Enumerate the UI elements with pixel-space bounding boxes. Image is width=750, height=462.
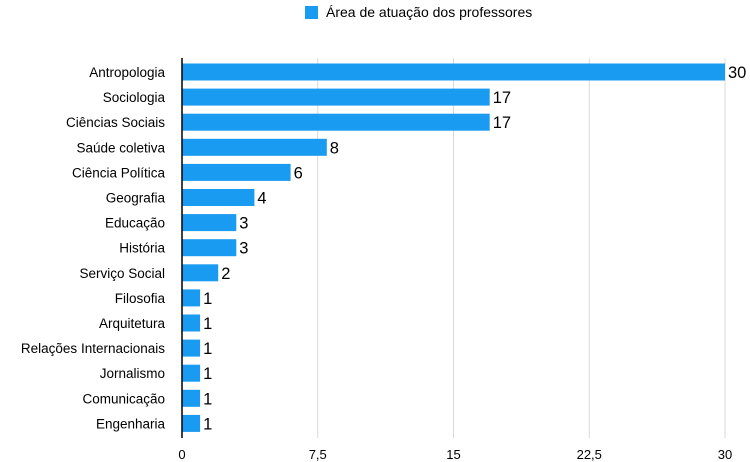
category-label: Jornalismo [100, 366, 165, 381]
data-label: 1 [203, 340, 212, 358]
data-label: 3 [239, 215, 248, 233]
x-tick-label: 0 [178, 447, 185, 462]
bar [182, 63, 725, 81]
data-label: 6 [294, 164, 303, 182]
bar [182, 339, 201, 357]
x-tick-label: 30 [718, 447, 732, 462]
legend-label: Área de atuação dos professores [326, 4, 533, 20]
category-label: Ciência Política [72, 165, 166, 180]
bar [182, 239, 237, 257]
x-tick-label: 22,5 [577, 447, 602, 462]
bar [182, 214, 237, 232]
category-label: Antropologia [89, 65, 165, 80]
bar [182, 189, 255, 206]
category-label: Sociologia [103, 90, 166, 105]
data-label: 2 [221, 265, 230, 283]
data-label: 30 [728, 64, 746, 82]
bar [182, 314, 201, 332]
category-label: Comunicação [82, 391, 165, 406]
data-label: 3 [239, 240, 248, 258]
data-label: 4 [257, 190, 266, 208]
bar [182, 289, 201, 307]
bar [182, 163, 291, 181]
data-label: 8 [330, 139, 339, 157]
bar [182, 389, 201, 407]
bar [182, 138, 327, 156]
data-label: 1 [203, 290, 212, 308]
data-label: 1 [203, 315, 212, 333]
bar [182, 113, 490, 131]
bar [182, 364, 201, 382]
category-label: Educação [105, 216, 165, 231]
category-label: Saúde coletiva [76, 140, 165, 155]
category-label: Relações Internacionais [21, 341, 165, 356]
category-label: Serviço Social [79, 266, 165, 281]
x-tick-label: 15 [446, 447, 460, 462]
bar [182, 414, 201, 432]
bar [182, 88, 490, 106]
category-label: Engenharia [96, 416, 166, 431]
data-label: 17 [493, 89, 511, 107]
legend: Área de atuação dos professores [305, 3, 532, 21]
category-label: Ciências Sociais [66, 115, 165, 130]
data-label: 17 [493, 114, 511, 132]
x-tick-label: 7,5 [309, 447, 327, 462]
data-label: 1 [203, 365, 212, 383]
category-label: História [119, 241, 165, 256]
data-label: 1 [203, 415, 212, 433]
category-label: Geografia [106, 191, 166, 206]
category-label: Filosofia [115, 291, 166, 306]
legend-swatch [305, 5, 318, 19]
bar [182, 264, 219, 282]
category-label: Arquitetura [99, 316, 166, 331]
data-label: 1 [203, 390, 212, 408]
